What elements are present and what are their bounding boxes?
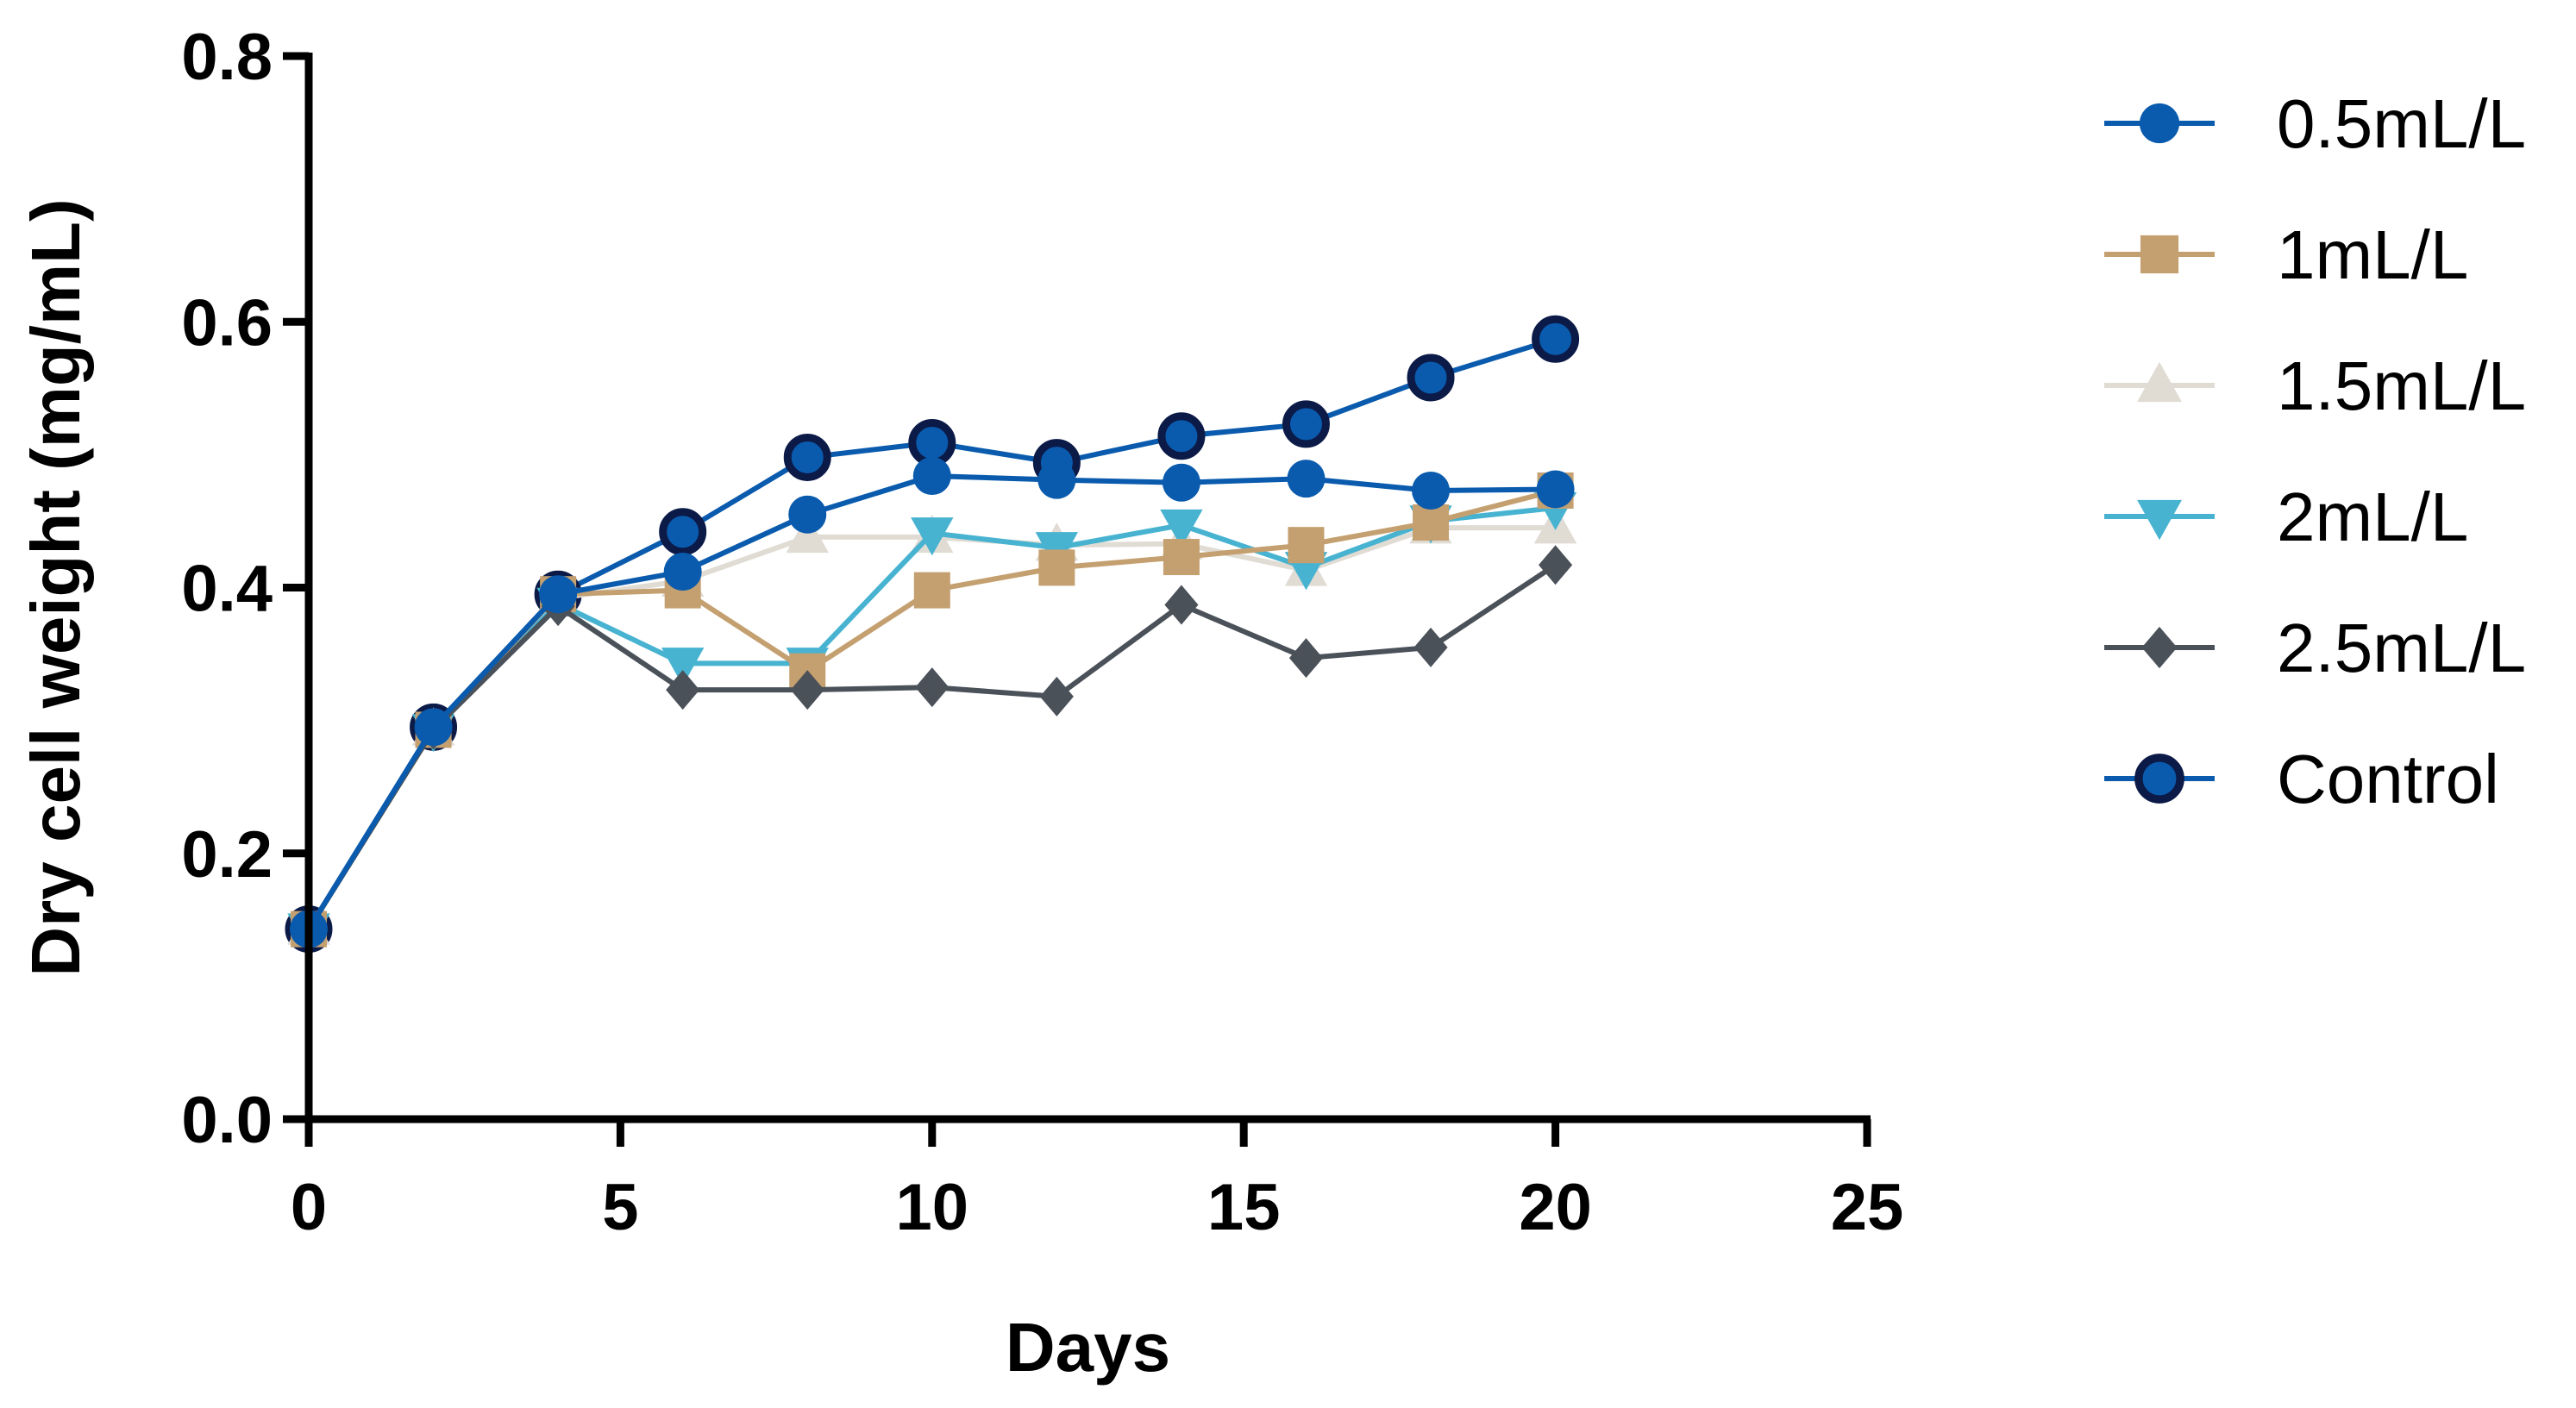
data-point-1ml-l [1288, 527, 1325, 564]
data-point-2-5ml-l [1164, 585, 1199, 625]
x-tick-label: 0 [291, 1171, 327, 1244]
legend-marker-0-5ml-l [2139, 103, 2180, 144]
data-point-1-5ml-l [786, 514, 829, 554]
legend-item-2-5ml-l: 2.5mL/L [2104, 610, 2526, 686]
data-point-0-5ml-l [1037, 460, 1076, 499]
data-point-0-5ml-l [1412, 471, 1451, 510]
data-point-control [1407, 354, 1455, 402]
legend-label: 1mL/L [2277, 216, 2468, 293]
legend-item-control: Control [2104, 741, 2499, 817]
series-line-1ml-l [306, 488, 1557, 931]
data-point-2ml-l [661, 648, 705, 686]
data-point-0-5ml-l [539, 575, 578, 614]
data-point-0-5ml-l [912, 457, 951, 496]
series-line-2-5ml-l [306, 562, 1558, 931]
legend-label: 2mL/L [2277, 479, 2468, 555]
legend-item-2ml-l: 2mL/L [2104, 479, 2468, 555]
legend-item-0-5ml-l: 0.5mL/L [2104, 85, 2526, 162]
x-tick-label: 20 [1519, 1171, 1592, 1244]
data-point-0-5ml-l [1287, 460, 1326, 498]
data-point-0-5ml-l [788, 495, 827, 534]
legend-item-1ml-l: 1mL/L [2104, 216, 2468, 293]
data-point-2-5ml-l [915, 667, 950, 708]
data-point-control [1282, 400, 1330, 448]
data-point-1ml-l [913, 572, 950, 609]
data-point-1ml-l [1413, 504, 1450, 541]
data-point-2-5ml-l [666, 670, 700, 710]
legend-marker-2ml-l [2137, 499, 2182, 541]
legend-marker-control [2134, 754, 2184, 804]
data-point-2-5ml-l [1413, 627, 1448, 667]
data-point-0-5ml-l [414, 708, 453, 747]
series-control [285, 315, 1580, 954]
data-point-2ml-l [911, 517, 954, 556]
x-axis-title: Days [1006, 1309, 1170, 1386]
data-point-1ml-l [1163, 539, 1200, 576]
legend-label: Control [2277, 741, 2499, 817]
series-1-5ml-l [287, 505, 1577, 945]
series-layer [285, 315, 1580, 954]
ticks: 0.0 0.2 0.4 0.6 0.8 0 5 10 15 20 25 [181, 21, 1903, 1244]
series-2ml-l [287, 491, 1577, 952]
y-tick-label: 0.6 [181, 286, 273, 360]
data-point-2ml-l [1160, 509, 1203, 548]
legend-label: 2.5mL/L [2277, 610, 2526, 686]
data-point-2-5ml-l [1288, 638, 1324, 679]
legend-item-1-5ml-l: 1.5mL/L [2104, 347, 2526, 424]
data-point-0-5ml-l [1536, 470, 1575, 509]
data-point-2-5ml-l [1039, 676, 1074, 717]
y-tick-label: 0.8 [181, 21, 273, 94]
data-point-1ml-l [1038, 549, 1075, 586]
data-point-control [659, 508, 707, 556]
data-point-control [1532, 315, 1580, 363]
y-tick-label: 0.4 [181, 553, 273, 626]
x-tick-label: 15 [1207, 1171, 1281, 1244]
x-tick-label: 5 [602, 1171, 638, 1244]
data-point-control [1157, 412, 1206, 460]
legend-marker-1ml-l [2140, 235, 2179, 274]
legend: 0.5mL/L 1mL/L 1.5mL/L 2mL/L 2.5mL/L Control [2104, 85, 2526, 817]
x-tick-label: 10 [896, 1171, 969, 1244]
legend-label: 1.5mL/L [2277, 347, 2526, 424]
data-point-control [908, 419, 956, 467]
series-line-2ml-l [306, 505, 1556, 931]
data-point-2-5ml-l [1539, 545, 1573, 585]
legend-marker-1-5ml-l [2137, 361, 2182, 403]
data-point-0-5ml-l [1162, 463, 1200, 502]
x-tick-label: 25 [1831, 1171, 1904, 1244]
data-point-2-5ml-l [790, 670, 824, 710]
series-0-5ml-l [290, 457, 1575, 948]
y-axis-title: Dry cell weight (mg/mL) [17, 198, 94, 976]
data-point-0-5ml-l [663, 553, 702, 591]
legend-marker-2-5ml-l [2141, 626, 2178, 669]
y-tick-label: 0.2 [181, 818, 273, 892]
data-point-control [783, 433, 831, 481]
y-tick-label: 0.0 [181, 1084, 273, 1157]
legend-label: 0.5mL/L [2277, 85, 2526, 162]
